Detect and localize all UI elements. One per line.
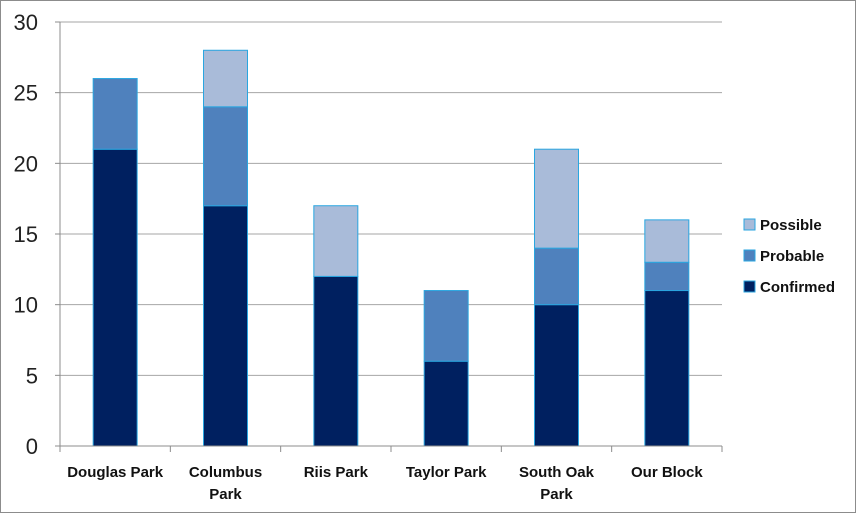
legend-swatch-possible	[743, 218, 756, 231]
y-tick-label: 0	[26, 434, 38, 459]
legend-label-possible: Possible	[760, 217, 822, 234]
y-tick-label: 20	[14, 151, 38, 176]
bars	[92, 49, 690, 447]
bar-probable-our-block	[644, 261, 690, 292]
legend-swatch-probable	[743, 249, 756, 262]
x-category-label: Our Block	[631, 464, 703, 481]
x-category-label: Douglas Park	[67, 464, 164, 481]
x-category-label: Columbus Park	[189, 464, 262, 503]
axes	[55, 21, 723, 452]
bar-confirmed-taylor-park	[423, 360, 469, 447]
x-category-labels: Douglas Park Columbus Park Riis Park Taylor …	[67, 464, 703, 503]
legend: Possible Probable Confirmed	[743, 217, 835, 296]
y-tick-label: 10	[14, 293, 38, 318]
bar-probable-douglas-park	[92, 78, 138, 150]
y-tick-label: 25	[14, 81, 38, 106]
legend-label-probable: Probable	[760, 248, 824, 265]
bar-probable-south-oak-park	[534, 247, 579, 306]
gridlines	[60, 21, 722, 376]
bar-possible-columbus-park	[203, 49, 248, 108]
x-category-label: South Oak Park	[519, 464, 595, 503]
y-tick-labels: 0 5 10 15 20 25 30	[14, 10, 38, 459]
bar-possible-our-block	[644, 219, 690, 263]
y-tick-label: 5	[26, 363, 38, 388]
bar-confirmed-douglas-park	[92, 148, 138, 447]
bar-confirmed-columbus-park	[203, 205, 248, 447]
bar-possible-riis-park	[313, 205, 359, 277]
bar-confirmed-our-block	[644, 290, 690, 447]
bar-probable-columbus-park	[203, 106, 248, 207]
legend-swatch-confirmed	[743, 280, 756, 293]
bar-confirmed-south-oak-park	[534, 304, 579, 447]
bar-probable-taylor-park	[423, 290, 469, 362]
legend-label-confirmed: Confirmed	[760, 279, 835, 296]
bar-possible-south-oak-park	[534, 148, 579, 249]
y-tick-label: 30	[14, 10, 38, 35]
x-category-label: Taylor Park	[406, 464, 487, 481]
y-tick-label: 15	[14, 222, 38, 247]
bar-confirmed-riis-park	[313, 275, 359, 447]
x-category-label: Riis Park	[304, 464, 369, 481]
